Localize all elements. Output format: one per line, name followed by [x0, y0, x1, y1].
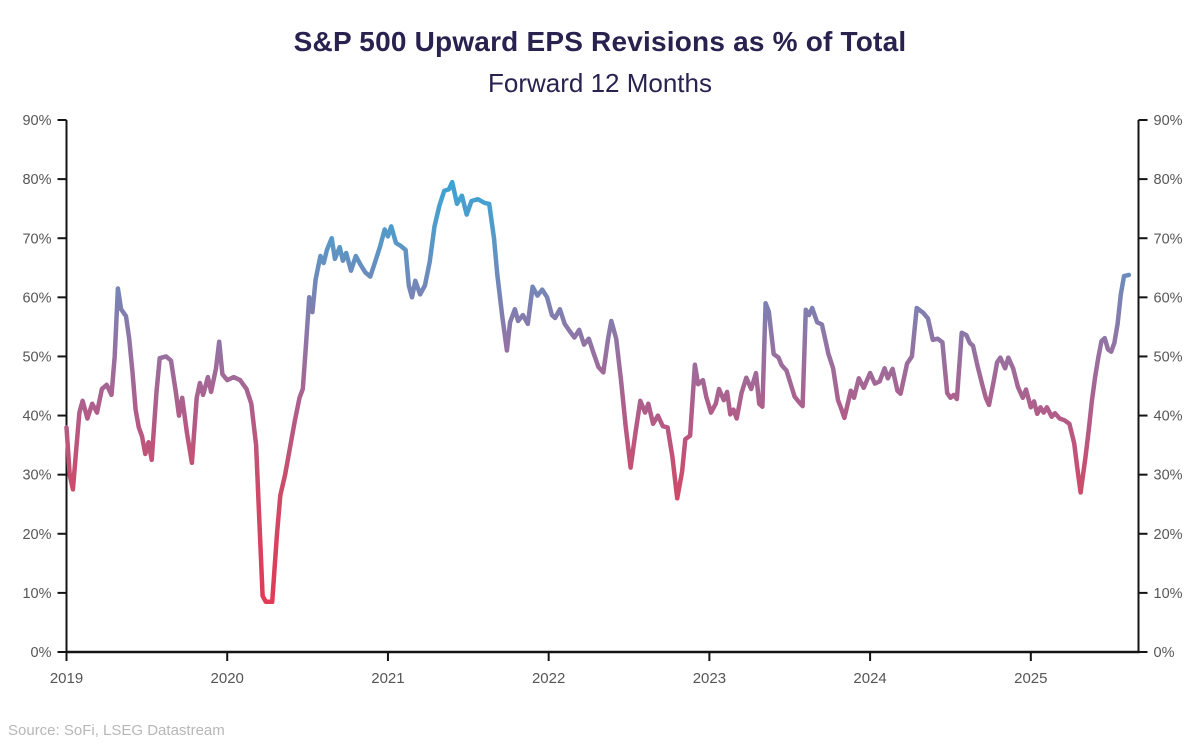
y-tick-label-right: 30% — [1154, 468, 1183, 484]
y-tick-label-right: 20% — [1154, 527, 1183, 543]
y-tick-label-left: 90% — [22, 113, 51, 129]
y-tick-label-left: 80% — [22, 172, 51, 188]
y-tick-label-right: 50% — [1154, 350, 1183, 366]
y-tick-label-right: 60% — [1154, 290, 1183, 306]
x-tick-label: 2024 — [853, 670, 886, 687]
eps-revisions-line — [64, 179, 1132, 605]
y-tick-label-left: 60% — [22, 290, 51, 306]
source-note: Source: SoFi, LSEG Datastream — [8, 722, 225, 739]
y-tick-label-left: 0% — [31, 645, 52, 661]
data-series — [64, 179, 1132, 605]
x-tick-label: 2023 — [693, 670, 726, 687]
y-tick-label-right: 0% — [1154, 645, 1175, 661]
x-tick-label: 2019 — [50, 670, 83, 687]
y-tick-label-left: 50% — [22, 350, 51, 366]
x-tick-label: 2021 — [371, 670, 404, 687]
chart-title: S&P 500 Upward EPS Revisions as % of Tot… — [293, 26, 907, 57]
y-tick-label-left: 70% — [22, 231, 51, 247]
axis-ticks — [57, 119, 1148, 661]
x-tick-label: 2020 — [211, 670, 244, 687]
y-tick-label-right: 10% — [1154, 586, 1183, 602]
y-tick-label-right: 70% — [1154, 231, 1183, 247]
axis-tick-labels: 0% 0% 10% 10% 20% 20% 30% 30% 40% 40% 50% 50% 60% 60%… — [22, 113, 1182, 687]
y-tick-label-left: 20% — [22, 527, 51, 543]
y-tick-label-right: 90% — [1154, 113, 1183, 129]
y-tick-label-right: 80% — [1154, 172, 1183, 188]
y-tick-label-left: 10% — [22, 586, 51, 602]
y-tick-label-right: 40% — [1154, 409, 1183, 425]
x-tick-label: 2025 — [1014, 670, 1047, 687]
y-tick-label-left: 40% — [22, 409, 51, 425]
chart-subtitle: Forward 12 Months — [488, 68, 712, 98]
x-tick-label: 2022 — [532, 670, 565, 687]
y-tick-label-left: 30% — [22, 468, 51, 484]
axes — [65, 120, 1140, 654]
